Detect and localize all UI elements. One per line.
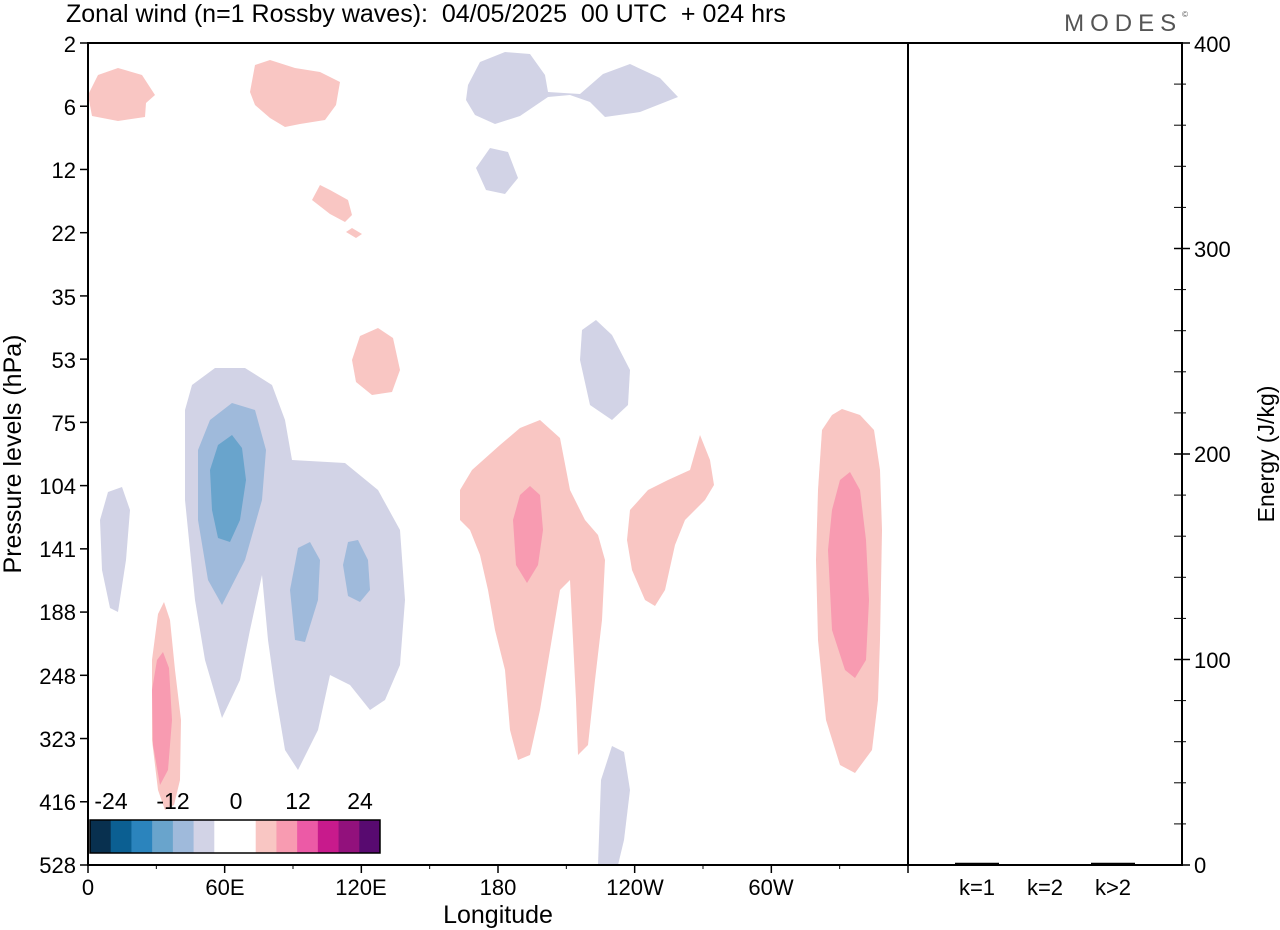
y-tick-label: 75 — [52, 411, 76, 436]
y-tick-label: 104 — [39, 474, 76, 499]
y-tick-label: 22 — [52, 221, 76, 246]
colorbar-swatch — [276, 820, 298, 853]
contour-neg1-53hpa — [580, 320, 630, 420]
energy-plot-frame — [907, 42, 1183, 866]
energy-tick-label: 400 — [1194, 32, 1231, 57]
energy-tick-label: 300 — [1194, 237, 1231, 262]
contour-pos1-top-mid — [250, 60, 340, 127]
y-tick-label: 141 — [39, 537, 76, 562]
colorbar-swatch — [193, 820, 215, 853]
colorbar-swatch — [338, 820, 360, 853]
brand-mark: © — [1182, 10, 1188, 19]
x-tick-label: 120E — [335, 875, 386, 900]
y-tick-label: 248 — [39, 664, 76, 689]
contour-neg3-core — [210, 435, 246, 542]
x-tick-label: 60E — [205, 875, 244, 900]
contour-neg2-b — [343, 540, 370, 602]
colorbar-swatch — [152, 820, 174, 853]
colorbar-swatch — [317, 820, 340, 853]
colorbar-tick-labels: -24 -12 0 12 24 — [94, 788, 373, 814]
colorbar-swatch — [235, 820, 257, 853]
colorbar-swatch — [172, 820, 195, 853]
y-tick-label: 528 — [39, 853, 76, 878]
energy-tick-label: 100 — [1194, 648, 1231, 673]
axis-ticks — [80, 42, 1190, 873]
contour-neg2-a — [290, 542, 320, 642]
x-tick-label: 120W — [606, 875, 664, 900]
y-tick-label: 6 — [64, 95, 76, 120]
contour-pos1-53hpa — [352, 328, 400, 395]
contour-pos2-left — [152, 652, 172, 785]
x-tick-label: 180 — [480, 875, 517, 900]
colorbar — [89, 819, 381, 854]
contour-neg1-upper-asia — [466, 52, 678, 124]
y-tick-label: 12 — [52, 158, 76, 183]
y-tick-label: 188 — [39, 600, 76, 625]
brand-logo: MODES© — [1064, 10, 1188, 38]
energy-axis-tick-labels: 0 100 200 300 400 — [1194, 32, 1231, 878]
contour-neg1-bottom — [598, 746, 630, 865]
contour-pos1-22hpa — [346, 228, 362, 238]
contour-neg1-12hpa — [476, 148, 518, 194]
contour-pos2-60w — [828, 472, 869, 678]
y-axis-tick-labels: 2 6 12 22 35 53 75 104 141 188 248 323 4… — [39, 32, 76, 878]
y-axis-title: Pressure levels (hPa) — [0, 335, 27, 574]
colorbar-swatch — [110, 820, 132, 853]
x-tick-label: 60W — [748, 875, 793, 900]
energy-category-label: k=1 — [959, 875, 995, 900]
energy-category-label: k>2 — [1095, 875, 1131, 900]
y-tick-label: 416 — [39, 790, 76, 815]
contour-neg1-left — [100, 487, 130, 612]
contour-pos1-140w — [627, 435, 714, 606]
colorbar-tick-label: -12 — [156, 788, 189, 814]
energy-tick-label: 200 — [1194, 442, 1231, 467]
contour-pos1-top-left — [88, 68, 155, 121]
colorbar-swatch — [90, 820, 112, 853]
energy-category-labels: k=1 k=2 k>2 — [959, 875, 1131, 900]
colorbar-swatch — [255, 820, 277, 853]
colorbar-tick-label: 0 — [230, 788, 243, 814]
energy-axis-title: Energy (J/kg) — [1253, 386, 1279, 523]
y-tick-label: 2 — [64, 32, 76, 57]
contour-pos1-16hpa — [312, 185, 352, 222]
contour-pos1-dateline — [460, 420, 605, 760]
x-axis-title: Longitude — [443, 901, 553, 929]
colorbar-swatch — [359, 820, 381, 853]
colorbar-swatch — [131, 820, 153, 853]
colorbar-tick-label: 12 — [285, 788, 311, 814]
chart-title: Zonal wind (n=1 Rossby waves): 04/05/202… — [66, 0, 786, 28]
y-tick-label: 53 — [52, 348, 76, 373]
colorbar-tick-label: -24 — [94, 788, 127, 814]
y-tick-label: 35 — [52, 285, 76, 310]
colorbar-tick-label: 24 — [347, 788, 373, 814]
colorbar-swatch — [297, 820, 319, 853]
colorbar-swatch — [214, 820, 236, 853]
contour-pos2-dateline — [513, 486, 543, 583]
contour-field — [88, 52, 882, 865]
x-axis-tick-labels: 0 60E 120E 180 120W 60W — [82, 875, 794, 900]
colorbar-frame — [89, 819, 381, 854]
energy-tick-label: 0 — [1194, 853, 1206, 878]
brand-text: MODES — [1064, 10, 1183, 37]
energy-category-label: k=2 — [1027, 875, 1063, 900]
x-tick-label: 0 — [82, 875, 94, 900]
y-tick-label: 323 — [39, 727, 76, 752]
